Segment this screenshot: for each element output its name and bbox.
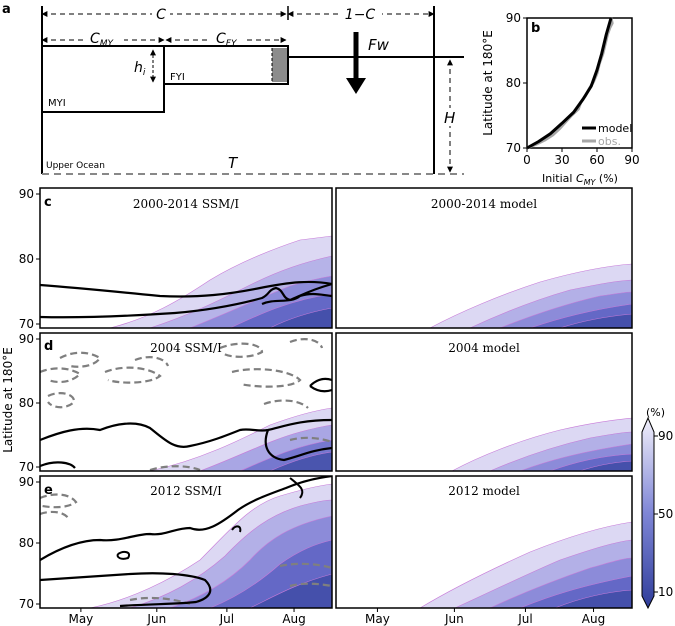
month-label: May <box>365 612 390 626</box>
panel-b-lines <box>526 17 614 150</box>
month-label: Aug <box>282 612 305 626</box>
cfy-label: CFY <box>216 31 238 49</box>
e-left-contour <box>40 476 332 608</box>
colorbar-tick-50: 50 <box>658 507 673 521</box>
panel-c-left-title: 2000-2014 SSM/I <box>133 197 240 211</box>
panel-d-right: 2004 model <box>335 332 633 472</box>
month-labels: May Jun Jul Aug May Jun Jul Aug <box>68 608 605 626</box>
panel-b-xlabel: Initial CMY (%) <box>542 172 618 187</box>
panel-b-frame <box>526 17 633 149</box>
panel-d-left: d 2004 SSM/I <box>39 332 333 472</box>
panel-c-left: c 2000-2014 SSM/I <box>39 187 333 329</box>
panel-d-left-title: 2004 SSM/I <box>150 341 222 355</box>
month-label: Jun <box>444 612 464 626</box>
lat-tick-label: 80 <box>19 252 34 266</box>
panel-c-letter: c <box>44 195 52 210</box>
new-ice-shade <box>272 48 287 82</box>
lat-tick-label: 90 <box>19 475 34 489</box>
myi-label: MYI <box>48 98 66 109</box>
colorbar: (%) 90 50 10 <box>641 406 673 610</box>
c-left-contour-north <box>40 280 332 298</box>
panel-a-schematic: a C 1−C CMY CFY MYI hi FYI Fw <box>2 2 464 175</box>
panel-b-ylabel: Latitude at 180°E <box>481 30 495 136</box>
panel-d-right-title: 2004 model <box>448 341 520 355</box>
panel-e-letter: e <box>44 483 53 498</box>
colorbar-tick-10: 10 <box>658 585 673 599</box>
panel-e-right: 2012 model <box>335 475 633 609</box>
b-xtick-label: 60 <box>589 153 604 167</box>
d-left-dashed-contours <box>40 338 332 471</box>
lat-tick-label: 70 <box>19 597 34 611</box>
panel-b-yticks: 70 80 90 <box>506 11 527 155</box>
panel-d-letter: d <box>44 339 53 354</box>
colorbar-unit: (%) <box>646 406 665 419</box>
month-label: Jul <box>219 612 234 626</box>
fyi-label: FYI <box>170 72 185 83</box>
panel-c-right: 2000-2014 model <box>335 187 633 329</box>
hi-label: hi <box>134 60 146 78</box>
panel-b-xticks: 0 30 60 90 <box>523 148 640 167</box>
lat-tick-label: 80 <box>19 536 34 550</box>
fyi-box <box>163 45 289 85</box>
fw-arrow-head <box>346 78 366 94</box>
month-label: Jul <box>517 612 532 626</box>
upper-ocean-label: Upper Ocean <box>46 161 105 171</box>
lat-tick-label: 70 <box>19 317 34 331</box>
colorbar-tick-90: 90 <box>658 429 673 443</box>
c-label: C <box>156 7 166 23</box>
legend-obs-label: obs. <box>598 135 621 148</box>
colorbar-body <box>641 416 655 610</box>
legend-model-label: model <box>598 122 632 135</box>
shared-ylabel: Latitude at 180°E <box>1 347 15 453</box>
lat-tick-label: 80 <box>19 396 34 410</box>
b-xtick-label: 30 <box>554 153 569 167</box>
lat-tick-label: 90 <box>19 187 34 201</box>
b-ytick-label: 80 <box>506 76 521 90</box>
b-ytick-label: 90 <box>506 11 521 25</box>
lat-tick-label: 70 <box>19 460 34 474</box>
d-left-contour-south <box>40 418 332 462</box>
fw-label: Fw <box>368 36 390 54</box>
b-xtick-label: 0 <box>523 153 531 167</box>
panel-a-letter: a <box>2 2 11 17</box>
month-label: Jun <box>146 612 166 626</box>
panel-e-right-title: 2012 model <box>448 484 520 498</box>
one-minus-c-label: 1−C <box>345 7 376 23</box>
c-left-contour-south <box>40 282 332 319</box>
cmy-label: CMY <box>90 31 115 49</box>
h-label: H <box>444 109 455 127</box>
b-xtick-label: 90 <box>624 153 639 167</box>
panel-e-left-title: 2012 SSM/I <box>150 484 222 498</box>
month-label: Aug <box>582 612 605 626</box>
b-series-model-line <box>526 17 613 150</box>
lat-tick-label: 90 <box>19 332 34 346</box>
panel-c-right-title: 2000-2014 model <box>431 197 537 211</box>
panel-b-chart: b 70 80 90 0 30 60 90 Latitude at 180°E Initi… <box>481 11 640 187</box>
b-ytick-label: 70 <box>506 141 521 155</box>
month-label: May <box>68 612 93 626</box>
t-label: T <box>228 154 239 172</box>
panel-e-left: e 2012 SSM/I <box>39 475 333 609</box>
panel-b-letter: b <box>531 21 540 36</box>
